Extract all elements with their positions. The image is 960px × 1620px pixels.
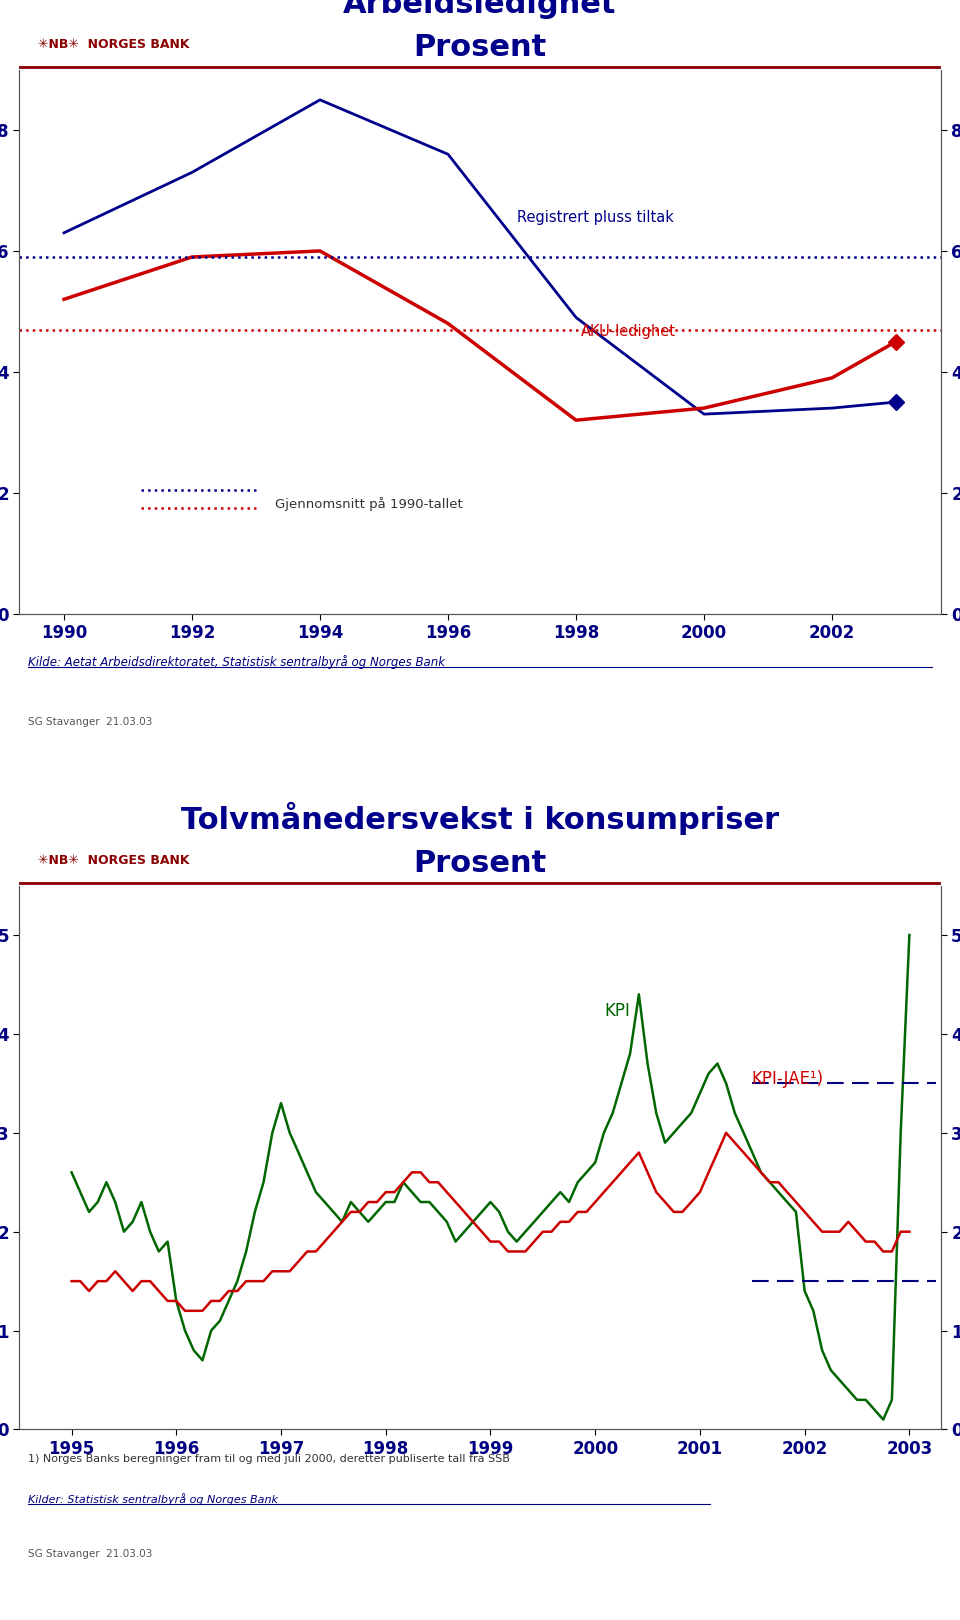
Text: 1) Norges Banks beregninger fram til og med juli 2000, deretter publiserte tall : 1) Norges Banks beregninger fram til og …	[29, 1455, 511, 1464]
Text: Gjennomsnitt på 1990-tallet: Gjennomsnitt på 1990-tallet	[276, 497, 463, 510]
Text: AKU-ledighet: AKU-ledighet	[582, 324, 677, 339]
Text: SG Stavanger  21.03.03: SG Stavanger 21.03.03	[29, 716, 153, 727]
Text: Kilder: Statistisk sentralbyrå og Norges Bank: Kilder: Statistisk sentralbyrå og Norges…	[29, 1492, 278, 1505]
Text: Kilde: Aetat Arbeidsdirektoratet, Statistisk sentralbyrå og Norges Bank: Kilde: Aetat Arbeidsdirektoratet, Statis…	[29, 654, 445, 669]
Text: Registrert pluss tiltak: Registrert pluss tiltak	[516, 211, 674, 225]
Title: Arbeidsledighet
Prosent: Arbeidsledighet Prosent	[344, 0, 616, 62]
Text: ✳NB✳  NORGES BANK: ✳NB✳ NORGES BANK	[37, 39, 189, 52]
Title: Tolvmånedersvekst i konsumpriser
Prosent: Tolvmånedersvekst i konsumpriser Prosent	[180, 802, 780, 878]
Text: ✳NB✳  NORGES BANK: ✳NB✳ NORGES BANK	[37, 854, 189, 867]
Text: KPI: KPI	[605, 1003, 631, 1021]
Text: SG Stavanger  21.03.03: SG Stavanger 21.03.03	[29, 1549, 153, 1558]
Text: KPI-JAE¹): KPI-JAE¹)	[752, 1071, 824, 1089]
